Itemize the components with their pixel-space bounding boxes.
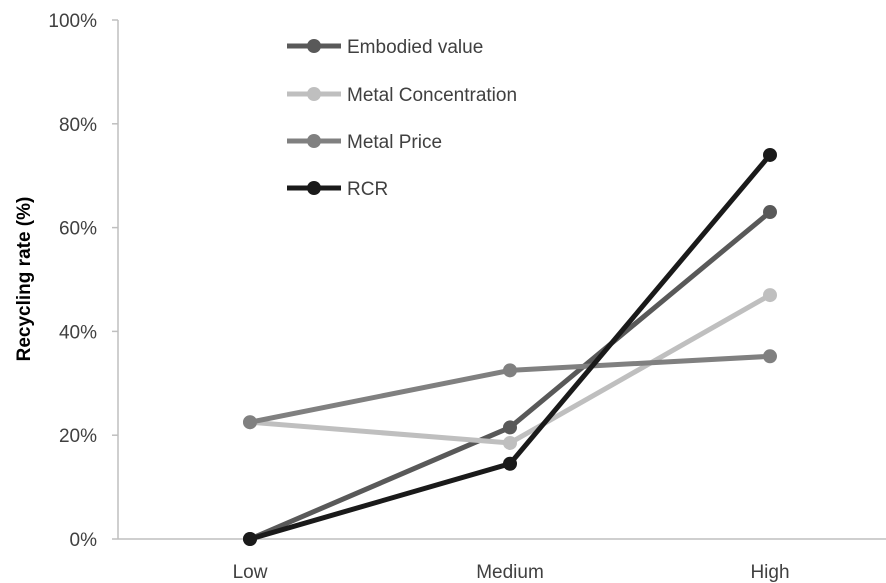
series-lines	[243, 147, 777, 546]
legend-label: Embodied value	[347, 37, 483, 58]
y-axis-label: Recycling rate (%)	[14, 197, 35, 362]
data-point-metal-concentration	[763, 288, 777, 303]
legend-swatch-marker	[307, 87, 321, 101]
series-rcr	[243, 147, 777, 546]
legend-label: Metal Concentration	[347, 85, 517, 106]
legend-label: Metal Price	[347, 132, 442, 153]
y-tick-label: 80%	[59, 115, 97, 136]
legend-swatch-marker	[307, 39, 321, 53]
data-point-metal-price	[243, 415, 257, 430]
y-tick-label: 40%	[59, 322, 97, 343]
legend-item-embodied-value: Embodied value	[287, 37, 483, 58]
x-tick-label: High	[750, 562, 789, 583]
legend: Embodied value Metal Concentration Metal P…	[287, 37, 517, 200]
data-point-metal-price	[763, 349, 777, 364]
y-tick-label: 60%	[59, 219, 97, 240]
legend-item-metal-concentration: Metal Concentration	[287, 85, 517, 106]
legend-label: RCR	[347, 179, 388, 200]
x-tick-label: Low	[233, 562, 268, 583]
legend-swatch-marker	[307, 181, 321, 195]
legend-swatch-marker	[307, 134, 321, 148]
y-tick-label: 20%	[59, 426, 97, 447]
series-line-rcr	[249, 153, 772, 542]
y-tick-label: 100%	[48, 11, 97, 32]
data-point-embodied-value	[763, 205, 777, 220]
data-point-rcr	[503, 456, 517, 471]
y-tick-label: 0%	[70, 530, 98, 551]
legend-item-rcr: RCR	[287, 179, 388, 200]
data-point-metal-price	[503, 363, 517, 378]
x-tick-label: Medium	[476, 562, 544, 583]
series-metal-price	[243, 349, 777, 430]
data-point-rcr	[763, 147, 777, 162]
data-point-rcr	[243, 532, 257, 546]
data-point-metal-concentration	[503, 435, 517, 450]
legend-item-metal-price: Metal Price	[287, 132, 442, 153]
data-point-embodied-value	[503, 420, 517, 435]
x-tick-labels: Low Medium High	[233, 562, 790, 583]
y-tick-labels: 0% 20% 40% 60% 80% 100%	[48, 11, 97, 551]
